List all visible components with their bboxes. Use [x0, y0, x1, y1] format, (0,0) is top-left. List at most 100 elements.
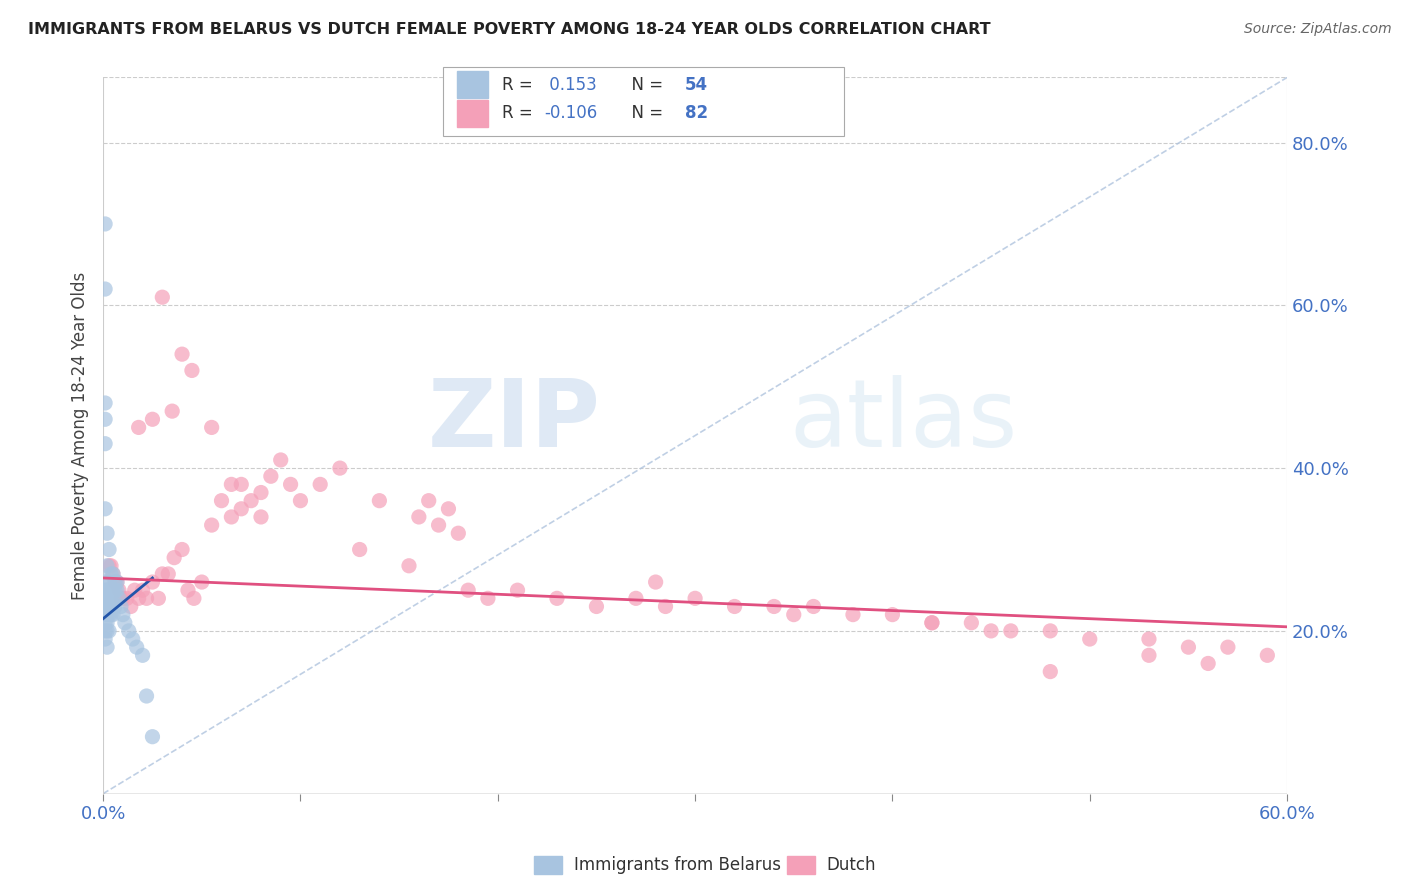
Point: [96, 558, 118, 573]
Point: [921, 615, 943, 630]
Text: -0.106: -0.106: [544, 104, 598, 122]
Point: [118, 624, 141, 638]
Point: [105, 575, 128, 590]
Point: [94, 607, 117, 622]
Point: [1197, 657, 1219, 671]
Point: [104, 575, 127, 590]
Point: [94, 615, 117, 630]
Text: 0.153: 0.153: [544, 76, 598, 94]
Point: [105, 583, 128, 598]
Point: [211, 493, 233, 508]
Point: [546, 591, 568, 606]
Point: [96, 624, 118, 638]
Point: [368, 493, 391, 508]
Point: [148, 591, 170, 606]
Point: [1039, 624, 1062, 638]
Point: [101, 583, 124, 598]
Point: [170, 542, 193, 557]
Point: [654, 599, 676, 614]
Point: [842, 607, 865, 622]
Point: [1078, 632, 1101, 646]
Point: [921, 615, 943, 630]
Point: [221, 477, 243, 491]
Point: [250, 485, 273, 500]
Point: [150, 566, 173, 581]
Point: [683, 591, 706, 606]
Point: [221, 510, 243, 524]
Point: [101, 607, 124, 622]
Point: [398, 558, 420, 573]
Point: [96, 583, 118, 598]
Point: [141, 412, 163, 426]
Point: [882, 607, 904, 622]
Point: [260, 469, 283, 483]
Point: [98, 624, 121, 638]
Point: [181, 363, 204, 377]
Point: [110, 599, 132, 614]
Point: [585, 599, 607, 614]
Point: [270, 453, 292, 467]
Text: N =: N =: [621, 76, 669, 94]
Point: [124, 583, 146, 598]
Point: [506, 583, 529, 598]
Point: [135, 591, 157, 606]
Point: [723, 599, 745, 614]
Point: [98, 583, 121, 598]
Text: Source: ZipAtlas.com: Source: ZipAtlas.com: [1244, 22, 1392, 37]
Point: [111, 591, 134, 606]
Point: [94, 282, 117, 296]
Text: IMMIGRANTS FROM BELARUS VS DUTCH FEMALE POVERTY AMONG 18-24 YEAR OLDS CORRELATIO: IMMIGRANTS FROM BELARUS VS DUTCH FEMALE …: [28, 22, 991, 37]
Point: [349, 542, 371, 557]
Point: [290, 493, 312, 508]
Point: [1039, 665, 1062, 679]
Point: [105, 575, 128, 590]
Point: [125, 640, 148, 655]
Point: [100, 566, 122, 581]
Point: [94, 396, 117, 410]
Point: [96, 615, 118, 630]
Point: [111, 607, 134, 622]
Point: [177, 583, 200, 598]
Point: [201, 420, 224, 434]
Point: [1137, 648, 1160, 663]
Point: [94, 436, 117, 450]
Point: [329, 461, 352, 475]
Point: [100, 583, 122, 598]
Point: [1256, 648, 1278, 663]
Point: [803, 599, 825, 614]
Point: [100, 607, 122, 622]
Text: atlas: atlas: [790, 376, 1018, 467]
Point: [1137, 632, 1160, 646]
Point: [98, 575, 121, 590]
Point: [980, 624, 1002, 638]
Point: [96, 640, 118, 655]
Point: [131, 583, 153, 598]
Point: [128, 591, 150, 606]
Point: [135, 689, 157, 703]
Point: [121, 632, 143, 646]
Point: [157, 566, 180, 581]
Point: [104, 599, 127, 614]
Point: [108, 591, 131, 606]
Point: [96, 591, 118, 606]
Text: ZIP: ZIP: [427, 376, 600, 467]
Point: [783, 607, 806, 622]
Point: [960, 615, 983, 630]
Point: [101, 566, 124, 581]
Point: [94, 599, 117, 614]
Point: [201, 518, 224, 533]
Point: [624, 591, 647, 606]
Text: Dutch: Dutch: [827, 856, 876, 874]
Text: N =: N =: [621, 104, 669, 122]
Point: [763, 599, 786, 614]
Text: 82: 82: [685, 104, 707, 122]
Point: [100, 599, 122, 614]
Point: [98, 542, 121, 557]
Point: [183, 591, 205, 606]
Point: [309, 477, 332, 491]
Point: [104, 583, 127, 598]
Point: [101, 566, 124, 581]
Point: [96, 526, 118, 541]
Text: 54: 54: [685, 76, 707, 94]
Point: [94, 583, 117, 598]
